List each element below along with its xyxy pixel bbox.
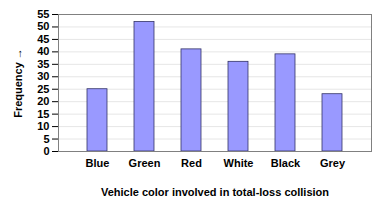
svg-text:5: 5 (43, 133, 49, 145)
svg-text:45: 45 (37, 33, 49, 45)
svg-text:White: White (224, 157, 254, 169)
svg-text:40: 40 (37, 45, 49, 57)
svg-text:25: 25 (37, 83, 49, 95)
svg-text:55: 55 (37, 8, 49, 20)
svg-text:20: 20 (37, 95, 49, 107)
svg-text:10: 10 (37, 120, 49, 132)
svg-text:Grey: Grey (320, 157, 346, 169)
svg-text:0: 0 (43, 145, 49, 157)
svg-text:35: 35 (37, 58, 49, 70)
svg-text:Blue: Blue (86, 157, 110, 169)
svg-text:Red: Red (181, 157, 202, 169)
svg-text:Black: Black (271, 157, 301, 169)
svg-text:30: 30 (37, 70, 49, 82)
svg-text:50: 50 (37, 20, 49, 32)
svg-text:Vehicle color involved in tota: Vehicle color involved in total-loss col… (101, 186, 329, 198)
svg-text:Frequency →: Frequency → (12, 48, 24, 118)
svg-text:Green: Green (129, 157, 161, 169)
svg-text:15: 15 (37, 108, 49, 120)
